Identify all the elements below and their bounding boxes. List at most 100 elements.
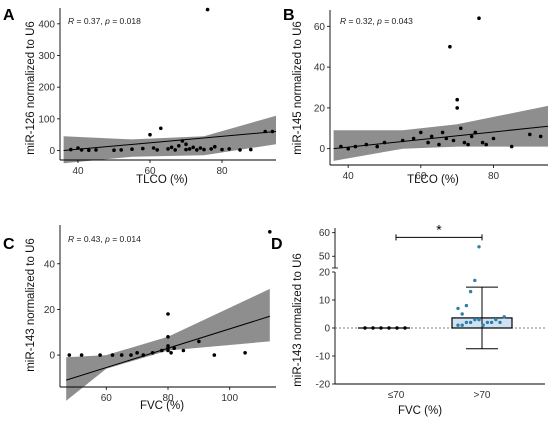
panel-b-point [437, 142, 441, 147]
panel-c-point [212, 353, 217, 357]
panel-a-point [263, 129, 268, 134]
panel-c-ytick-label: 40 [44, 259, 56, 270]
panel-b-point [440, 130, 445, 135]
panel-a-point [69, 147, 73, 152]
panel-a-ytick-label: 300 [38, 51, 55, 62]
panel-b-point [419, 130, 423, 135]
panel-b-point [480, 140, 485, 145]
panel-a-point [141, 146, 145, 151]
panel-c-point [141, 353, 146, 357]
panel-a-point [227, 147, 231, 151]
panel-b-xtick-label: 40 [343, 171, 355, 182]
panel-a-xtick-label: 60 [144, 166, 156, 177]
panel-d-significance-star: * [436, 221, 442, 237]
panel-d-point-high [473, 317, 477, 322]
panel-d-point-high [481, 323, 485, 327]
panel-b-point [466, 142, 470, 147]
panel-b-point [477, 16, 481, 21]
panel-a-point [76, 146, 80, 150]
panel-b-xtick-label: 80 [488, 171, 500, 182]
panel-a-point [195, 148, 199, 152]
panel-a-point [177, 144, 181, 148]
panel-b-confidence-band [333, 105, 548, 161]
panel-b-point [473, 130, 478, 135]
panel-b-point [382, 140, 387, 145]
panel-d-ytick-label: 20 [319, 268, 331, 279]
panel-c-point [98, 353, 102, 357]
panel-a-point [187, 147, 192, 151]
panel-c-label: C [3, 236, 15, 253]
panel-d-ytick-label: -10 [316, 352, 331, 363]
panel-a-point [202, 147, 206, 152]
panel-c-point [197, 339, 201, 344]
panel-d-label: D [271, 236, 283, 253]
panel-a-point [112, 148, 116, 152]
panel-c-ylabel: miR-143 normalized to U6 [25, 238, 37, 372]
panel-a-xtick-label: 80 [216, 166, 228, 177]
panel-b-ytick-label: 40 [314, 63, 326, 74]
panel-b-ylabel: miR-145 normalized to U6 [292, 21, 304, 155]
panel-a-point [238, 148, 242, 152]
panel-a-ylabel: miR-126 normalized to U6 [25, 21, 37, 155]
panel-c-xtick-label: 60 [101, 393, 113, 404]
panel-a-confidence-band [63, 115, 276, 164]
panel-b: B R = 0.32, p = 0.043 miR-145 normalized… [283, 7, 549, 186]
panel-b-point [491, 136, 496, 141]
panel-a-point [173, 148, 177, 152]
panel-c-ytick-label: 0 [49, 351, 55, 362]
panel-a-point [130, 147, 134, 151]
panel-a-point [184, 147, 188, 152]
panel-a-point [159, 126, 163, 131]
panel-d-ytick-label: 0 [324, 324, 330, 335]
panel-c: C R = 0.43, p = 0.014 miR-143 normalized… [3, 225, 276, 412]
panel-c-point [150, 351, 155, 355]
panel-a-fit-line [63, 131, 277, 151]
panel-b-point [484, 142, 489, 147]
panel-c-point [79, 353, 84, 357]
panel-b-point [538, 134, 543, 139]
panel-b-label: B [283, 7, 295, 24]
panel-d-ytick-label: 60 [319, 228, 331, 239]
panel-d-point-high [460, 312, 464, 316]
panel-c-xtick-label: 80 [162, 393, 174, 404]
panel-a-xlabel: TLCO (%) [136, 174, 188, 186]
panel-a-ytick-label: 400 [38, 19, 55, 30]
panel-d-point-high [485, 320, 490, 325]
panel-d-point-high [460, 323, 464, 327]
panel-d-category-label: >70 [474, 390, 491, 401]
panel-b-point [353, 144, 358, 149]
panel-a-point [151, 146, 156, 150]
panel-d-ytick-label: -20 [316, 380, 331, 391]
panel-d-plot-area: -20 -10 0 10 20 50 60 * ≤70 >70 [316, 221, 545, 401]
panel-a-point [180, 139, 185, 143]
panel-c-point [110, 353, 115, 357]
panel-b-point [364, 142, 369, 147]
panel-d-point-high [489, 320, 494, 325]
panel-a-annotation: R = 0.37, p = 0.018 [68, 16, 141, 26]
panel-a-xtick-label: 40 [72, 166, 84, 177]
panel-b-point [451, 138, 456, 143]
panel-a-point [184, 142, 188, 146]
panel-b-point [411, 136, 416, 141]
panel-a-ytick-label: 0 [49, 146, 55, 157]
panel-d-point-high [498, 320, 502, 325]
panel-b-point [462, 140, 467, 145]
panel-a-point [191, 145, 195, 150]
panel-c-plot-area: 0 20 40 60 80 100 [44, 225, 276, 404]
panel-b-point [455, 106, 460, 110]
panel-b-xlabel: TLCO (%) [407, 174, 459, 186]
panel-c-point [268, 230, 272, 234]
panel-a-point [169, 145, 174, 150]
panel-d-category-label: ≤70 [388, 390, 405, 401]
panel-a-point [270, 129, 275, 134]
panel-d-point-high [468, 289, 473, 294]
panel-b-point [528, 132, 532, 137]
panel-a-point [205, 7, 210, 12]
panel-c-point [243, 351, 247, 355]
panel-a-point [87, 148, 91, 152]
panel-a: A R = 0.37, p = 0.018 miR-126 normalized… [3, 7, 277, 186]
panel-b-fit-line [333, 125, 549, 150]
panel-b-point [429, 134, 434, 139]
panel-b-ytick-label: 60 [314, 22, 326, 33]
panel-b-point [459, 126, 463, 131]
